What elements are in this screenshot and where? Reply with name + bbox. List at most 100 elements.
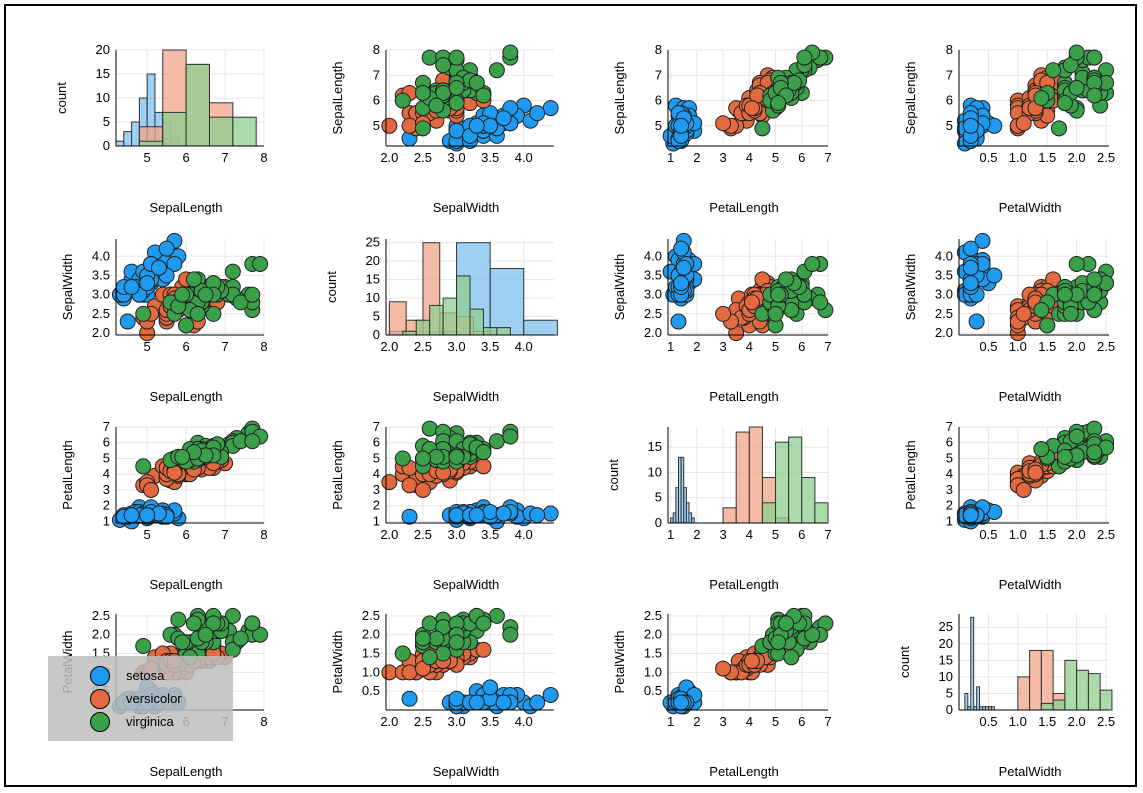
panel-4-4-bar-virginica — [1099, 689, 1113, 711]
panel-1-3-ytick-label: 7 — [655, 67, 662, 82]
panel-2-1-point-setosa — [150, 259, 167, 276]
panel-1-2-xlabel: SepalWidth — [433, 200, 499, 215]
panel-2-4-ytick-label: 3.5 — [935, 267, 953, 282]
panel-4-4-xtick-label: 1.0 — [1009, 714, 1027, 729]
panel-3-2-point-setosa — [468, 507, 485, 524]
panel-2-3-point-versicolor — [743, 294, 760, 311]
panel-1-4-point-setosa — [962, 117, 979, 134]
panel-2-4-point-virginica — [1039, 317, 1056, 334]
panel-2-3-ytick-label: 4.0 — [644, 248, 662, 263]
panel-3-1-ytick-label: 1 — [103, 513, 110, 528]
panel-1-1-ytick-label: 15 — [96, 66, 110, 81]
panel-2-2-bar-versicolor — [388, 301, 407, 336]
panel-1-2-point-virginica — [435, 57, 452, 74]
panel-1-3-point-virginica — [770, 95, 787, 112]
panel-3-3-bar-virginica — [814, 502, 829, 524]
panel-2-2-ytick-label: 5 — [373, 309, 380, 324]
panel-1-2-xtick-label: 3.0 — [448, 150, 466, 165]
panel-1-3-point-setosa — [673, 117, 690, 134]
panel-3-2-point-setosa — [542, 505, 559, 522]
panel-1-2-xtick-label: 2.0 — [380, 150, 398, 165]
panel-4-1-point-virginica — [174, 634, 191, 651]
panel-4-2-point-setosa — [495, 694, 512, 711]
panel-4-3-point-versicolor — [715, 660, 732, 677]
panel-4-4-bar-virginica — [1076, 669, 1089, 711]
panel-2-1-point-setosa — [158, 240, 175, 257]
panel-4-3-xtick-label: 4 — [746, 714, 753, 729]
panel-3-1-ytick-label: 3 — [103, 482, 110, 497]
panel-4-4-bar-virginica — [1064, 659, 1078, 711]
panel-2-2-bar-setosa — [523, 319, 558, 336]
panel-4-2-ytick-label: 1.0 — [362, 664, 380, 679]
panel-3-2-point-versicolor — [414, 481, 431, 498]
panel-3-2-ytick-label: 7 — [373, 419, 380, 434]
panel-4-4-bar-versicolor — [1029, 649, 1042, 711]
panel-1-2-ylabel: SepalLength — [330, 61, 345, 134]
panel-3-2-xtick-label: 3.0 — [448, 527, 466, 542]
panel-2-4-point-versicolor — [1015, 305, 1032, 322]
panel-2-2-xtick-label: 4.0 — [515, 339, 533, 354]
panel-2-1-point-virginica — [174, 286, 191, 303]
panel-1-4-point-virginica — [1051, 120, 1067, 137]
panel-4-2-ytick-label: 0.5 — [362, 683, 380, 698]
panel-1-1-bar-virginica — [232, 116, 257, 147]
panel-1-1-xtick-label: 6 — [182, 150, 189, 165]
panel-4-1-point-virginica — [232, 630, 249, 647]
panel-4-2-point-virginica — [414, 630, 431, 647]
panel-2-4-ytick-label: 2.5 — [935, 306, 953, 321]
panel-4-4-bar-virginica — [1040, 702, 1054, 711]
panel-3-3-bar-virginica — [775, 441, 790, 524]
panel-2-4-point-virginica — [1056, 286, 1073, 303]
panel-1-1-ytick-label: 10 — [96, 90, 110, 105]
panel-1-4-point-virginica — [1086, 87, 1103, 104]
panel-1-4-point-virginica — [1086, 49, 1103, 66]
panel-1-3-point-versicolor — [715, 115, 732, 132]
panel-1-2-point-virginica — [475, 87, 492, 104]
panel-1-4-point-versicolor — [1015, 115, 1032, 132]
panel-3-4-point-virginica — [1068, 428, 1085, 445]
panel-4-4-bar-versicolor — [1040, 649, 1054, 711]
panel-2-4-point-setosa — [968, 313, 985, 330]
legend-label-versicolor: versicolor — [126, 691, 182, 706]
panel-3-2-xtick-label: 4.0 — [515, 527, 533, 542]
panel-2-2-xtick-label: 3.5 — [481, 339, 499, 354]
panel-2-4-ytick-label: 2.0 — [935, 325, 953, 340]
panel-3-3-xlabel: PetalLength — [709, 577, 778, 592]
panel-4-3-ytick-label: 1.0 — [644, 664, 662, 679]
panel-4-3-ytick-label: 1.5 — [644, 646, 662, 661]
panel-4-2-ytick-label: 1.5 — [362, 646, 380, 661]
panel-4-3-xtick-label: 6 — [798, 714, 805, 729]
panel-1-3-point-versicolor — [743, 100, 760, 117]
panel-1-3-xtick-label: 7 — [824, 150, 831, 165]
panel-3-1-ytick-label: 6 — [103, 435, 110, 450]
panel-3-3-bar-virginica — [788, 436, 803, 524]
panel-3-1-point-virginica — [244, 433, 261, 450]
panel-4-4-ytick-label: 0 — [946, 702, 953, 717]
panel-4-3-xtick-label: 2 — [693, 714, 700, 729]
legend-label-setosa: setosa — [126, 668, 165, 683]
panel-3-1-point-setosa — [139, 507, 156, 524]
panel-4-1-point-virginica — [185, 615, 202, 632]
panel-2-3-point-virginica — [770, 286, 787, 303]
legend: setosa versicolor virginica — [48, 656, 233, 741]
panel-2-1-ytick-label: 4.0 — [92, 248, 110, 263]
panel-4-1-ytick-label: 2.5 — [92, 608, 110, 623]
panel-3-2-point-virginica — [414, 450, 431, 467]
panel-1-2-point-virginica — [448, 79, 465, 96]
panel-4-2-point-setosa — [542, 686, 559, 703]
panel-4-1-xlabel: SepalLength — [149, 764, 222, 779]
panel-1-2-point-virginica — [394, 92, 411, 109]
panel-3-1-xtick-label: 6 — [182, 527, 189, 542]
panel-1-4-ylabel: SepalLength — [903, 61, 918, 134]
panel-1-3-xtick-label: 4 — [746, 150, 753, 165]
panel-4-2-xlabel: SepalWidth — [433, 764, 499, 779]
panel-2-3-point-virginica — [804, 255, 821, 272]
panel-1-3-xlabel: PetalLength — [709, 200, 778, 215]
panel-1-4-xtick-label: 1.5 — [1038, 150, 1056, 165]
panel-2-3-xtick-label: 3 — [719, 339, 726, 354]
panel-2-1-point-virginica — [252, 255, 269, 272]
panel-1-2-xtick-label: 2.5 — [414, 150, 432, 165]
panel-1-3-ytick-label: 8 — [655, 42, 662, 57]
panel-4-2-point-virginica — [475, 615, 492, 632]
panel-4-2-xtick-label: 3.0 — [448, 714, 466, 729]
